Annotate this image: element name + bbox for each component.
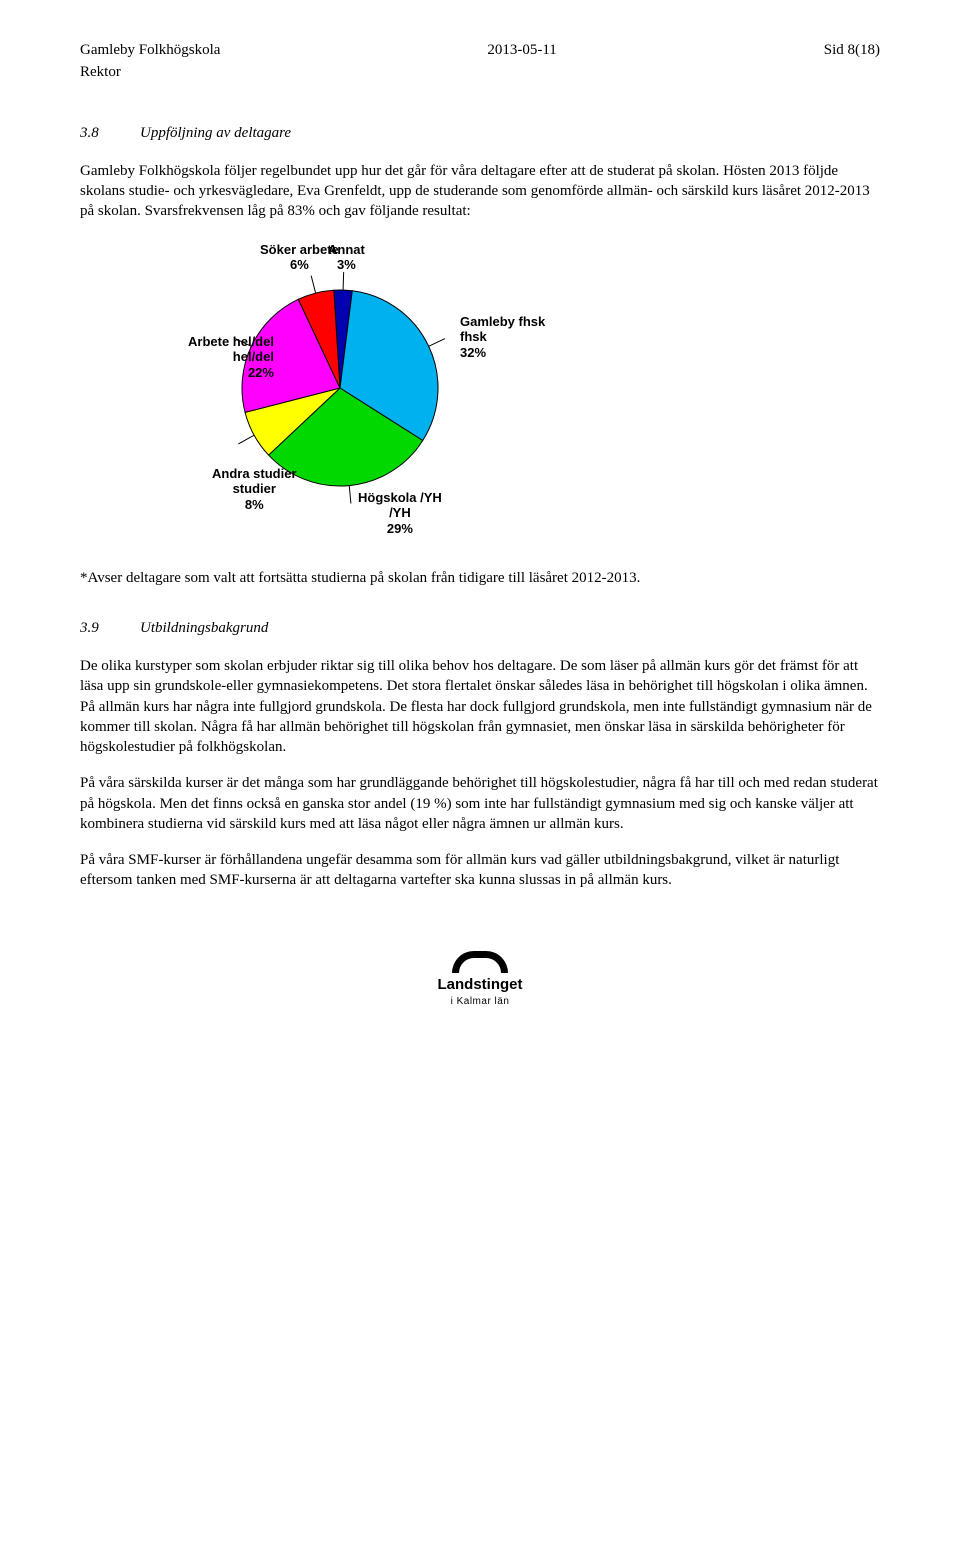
- page-header: Gamleby Folkhögskola 2013-05-11 Sid 8(18…: [80, 40, 880, 60]
- section-number: 3.8: [80, 123, 140, 143]
- section-number: 3.9: [80, 618, 140, 638]
- pie-chart: Söker arbete6% Annat3% Gamleby fhskfhsk3…: [140, 238, 560, 538]
- section2-paragraph-1: De olika kurstyper som skolan erbjuder r…: [80, 656, 880, 757]
- section2-paragraph-2: På våra särskilda kurser är det många so…: [80, 773, 880, 834]
- chart-label-hogskola: Högskola /YH/YH29%: [358, 490, 442, 537]
- logo-arc-icon: [452, 951, 508, 973]
- landstinget-logo: Landstinget i Kalmar län: [438, 951, 523, 1009]
- chart-label-arbete: Arbete hel/delhel/del22%: [188, 334, 274, 381]
- chart-label-annat: Annat3%: [328, 242, 365, 273]
- footer-line2: i Kalmar län: [438, 995, 523, 1009]
- chart-footnote: *Avser deltagare som valt att fortsätta …: [80, 568, 880, 588]
- footer-line1: Landstinget: [438, 975, 523, 995]
- section1-paragraph: Gamleby Folkhögskola följer regelbundet …: [80, 161, 880, 222]
- header-center: 2013-05-11: [487, 40, 556, 60]
- page-footer: Landstinget i Kalmar län: [80, 951, 880, 1011]
- chart-label-soker-arbete: Söker arbete6%: [260, 242, 339, 273]
- section-heading-3-8: 3.8 Uppföljning av deltagare: [80, 123, 880, 143]
- chart-label-andra: Andra studierstudier8%: [212, 466, 297, 513]
- header-sub: Rektor: [80, 62, 880, 82]
- header-right: Sid 8(18): [824, 40, 880, 60]
- section-title: Utbildningsbakgrund: [140, 618, 268, 638]
- section-heading-3-9: 3.9 Utbildningsbakgrund: [80, 618, 880, 638]
- chart-label-gamleby: Gamleby fhskfhsk32%: [460, 314, 545, 361]
- header-left: Gamleby Folkhögskola: [80, 40, 220, 60]
- section-title: Uppföljning av deltagare: [140, 123, 291, 143]
- section2-paragraph-3: På våra SMF-kurser är förhållandena unge…: [80, 850, 880, 891]
- pie-svg: [140, 238, 560, 538]
- pie-chart-container: Söker arbete6% Annat3% Gamleby fhskfhsk3…: [140, 238, 880, 538]
